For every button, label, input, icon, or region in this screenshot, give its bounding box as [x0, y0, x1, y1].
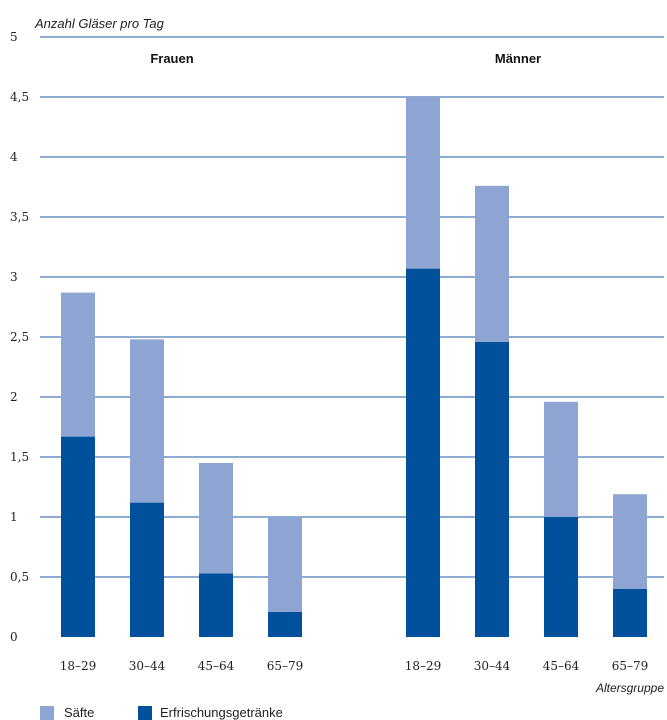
x-tick-label: 18–29: [405, 659, 442, 673]
bar-segment-erfrischungsgetraenke: [475, 341, 509, 637]
bar-segment-erfrischungsgetraenke: [199, 573, 233, 637]
y-tick-label: 2,5: [10, 330, 29, 344]
x-tick-label: 65–79: [267, 659, 304, 673]
bar-segment-saefte: [61, 292, 95, 437]
legend-label-saefte: Säfte: [64, 705, 94, 720]
bar-segment-erfrischungsgetraenke: [130, 502, 164, 637]
y-tick-label: 5: [10, 30, 18, 44]
legend-swatch-saefte: [40, 706, 54, 720]
bar-segment-erfrischungsgetraenke: [613, 589, 647, 637]
bar-segment-saefte: [406, 97, 440, 269]
bar-segment-saefte: [199, 463, 233, 574]
y-tick-label: 0,5: [10, 570, 29, 584]
y-axis-tick-labels: 0 0,5 1 1,5 2 2,5 3 3,5 4 4,5 5: [10, 30, 29, 644]
bar-segment-saefte: [130, 339, 164, 503]
x-axis-tick-labels: 18–29 30–44 45–64 65–79 18–29 30–44 45–64 65–79: [60, 659, 649, 673]
x-tick-label: 30–44: [474, 659, 511, 673]
bars: [61, 97, 647, 637]
bar-segment-saefte: [544, 401, 578, 517]
y-tick-label: 0: [10, 630, 18, 644]
y-tick-label: 2: [10, 390, 18, 404]
y-tick-label: 3,5: [10, 210, 29, 224]
x-tick-label: 18–29: [60, 659, 97, 673]
y-tick-label: 1: [10, 510, 18, 524]
legend: Säfte Erfrischungsgetränke: [40, 705, 283, 720]
bar-segment-saefte: [268, 517, 302, 612]
bar-segment-erfrischungsgetraenke: [544, 517, 578, 637]
bar-segment-erfrischungsgetraenke: [61, 436, 95, 637]
legend-label-erfrischungsgetraenke: Erfrischungsgetränke: [160, 705, 283, 720]
x-axis-label: Altersgruppe: [595, 681, 664, 695]
x-tick-label: 45–64: [198, 659, 235, 673]
y-axis-label: Anzahl Gläser pro Tag: [34, 16, 165, 31]
x-tick-label: 65–79: [612, 659, 649, 673]
bar-segment-erfrischungsgetraenke: [406, 268, 440, 637]
bar-segment-erfrischungsgetraenke: [268, 611, 302, 637]
bar-segment-saefte: [613, 494, 647, 589]
bar-segment-saefte: [475, 185, 509, 342]
y-tick-label: 1,5: [10, 450, 29, 464]
y-tick-label: 3: [10, 270, 18, 284]
y-tick-label: 4: [10, 150, 18, 164]
legend-swatch-erfrischungsgetraenke: [138, 706, 152, 720]
y-tick-label: 4,5: [10, 90, 29, 104]
group-title-frauen: Frauen: [150, 51, 193, 66]
group-title-maenner: Männer: [495, 51, 541, 66]
x-tick-label: 45–64: [543, 659, 580, 673]
x-tick-label: 30–44: [129, 659, 166, 673]
